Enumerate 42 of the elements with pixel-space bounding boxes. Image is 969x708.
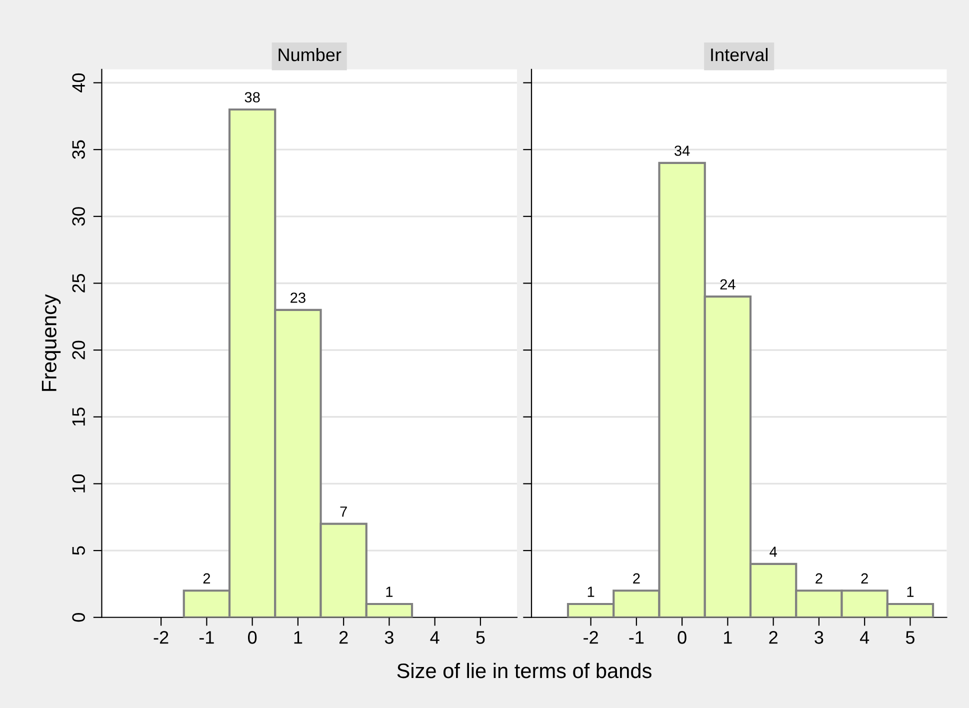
data-label: 1 bbox=[588, 586, 594, 597]
y-tick-label: 30 bbox=[72, 207, 85, 226]
x-tick-label: 5 bbox=[476, 631, 485, 644]
x-tick-label: 4 bbox=[860, 631, 870, 644]
x-tick-label: 0 bbox=[678, 631, 686, 644]
x-tick-label: 1 bbox=[294, 631, 302, 644]
data-label: 7 bbox=[340, 506, 347, 517]
x-tick-label: 1 bbox=[724, 631, 732, 644]
x-tick-label: 5 bbox=[906, 631, 914, 644]
x-tick-label: -2 bbox=[584, 631, 598, 644]
y-tick-label: 20 bbox=[72, 340, 85, 360]
data-label: 38 bbox=[244, 92, 260, 102]
data-label: 2 bbox=[633, 573, 640, 584]
y-tick-label: 0 bbox=[72, 613, 85, 622]
x-axis-title: Size of lie in terms of bands bbox=[397, 662, 652, 678]
data-label: 2 bbox=[816, 573, 822, 584]
y-tick-label: 25 bbox=[72, 274, 85, 292]
data-label: 34 bbox=[674, 146, 690, 156]
data-label: 23 bbox=[290, 292, 306, 303]
x-tick-label: 2 bbox=[769, 631, 778, 644]
data-label: 24 bbox=[720, 279, 736, 290]
chart-title: Interval bbox=[711, 48, 768, 62]
y-tick-label: 40 bbox=[72, 73, 85, 92]
x-tick-label: -2 bbox=[154, 631, 168, 644]
y-tick-label: 15 bbox=[72, 408, 85, 426]
y-tick-label: 35 bbox=[72, 140, 85, 159]
data-label: 1 bbox=[907, 586, 914, 597]
x-tick-label: -1 bbox=[629, 631, 644, 644]
y-tick-label: 10 bbox=[72, 474, 85, 492]
chart-title: Number bbox=[278, 48, 342, 62]
y-axis-title: Frequency bbox=[42, 294, 61, 391]
data-label: 2 bbox=[861, 573, 868, 584]
x-tick-label: 4 bbox=[430, 631, 440, 644]
y-tick-label: 5 bbox=[72, 546, 85, 555]
data-label: 2 bbox=[203, 573, 210, 584]
x-tick-label: 3 bbox=[384, 631, 394, 644]
x-tick-label: 3 bbox=[814, 631, 824, 644]
x-tick-label: 0 bbox=[248, 631, 257, 644]
data-label: 1 bbox=[386, 586, 393, 597]
x-tick-label: -1 bbox=[199, 631, 214, 644]
x-tick-label: 2 bbox=[339, 631, 348, 644]
data-label: 4 bbox=[770, 546, 777, 557]
